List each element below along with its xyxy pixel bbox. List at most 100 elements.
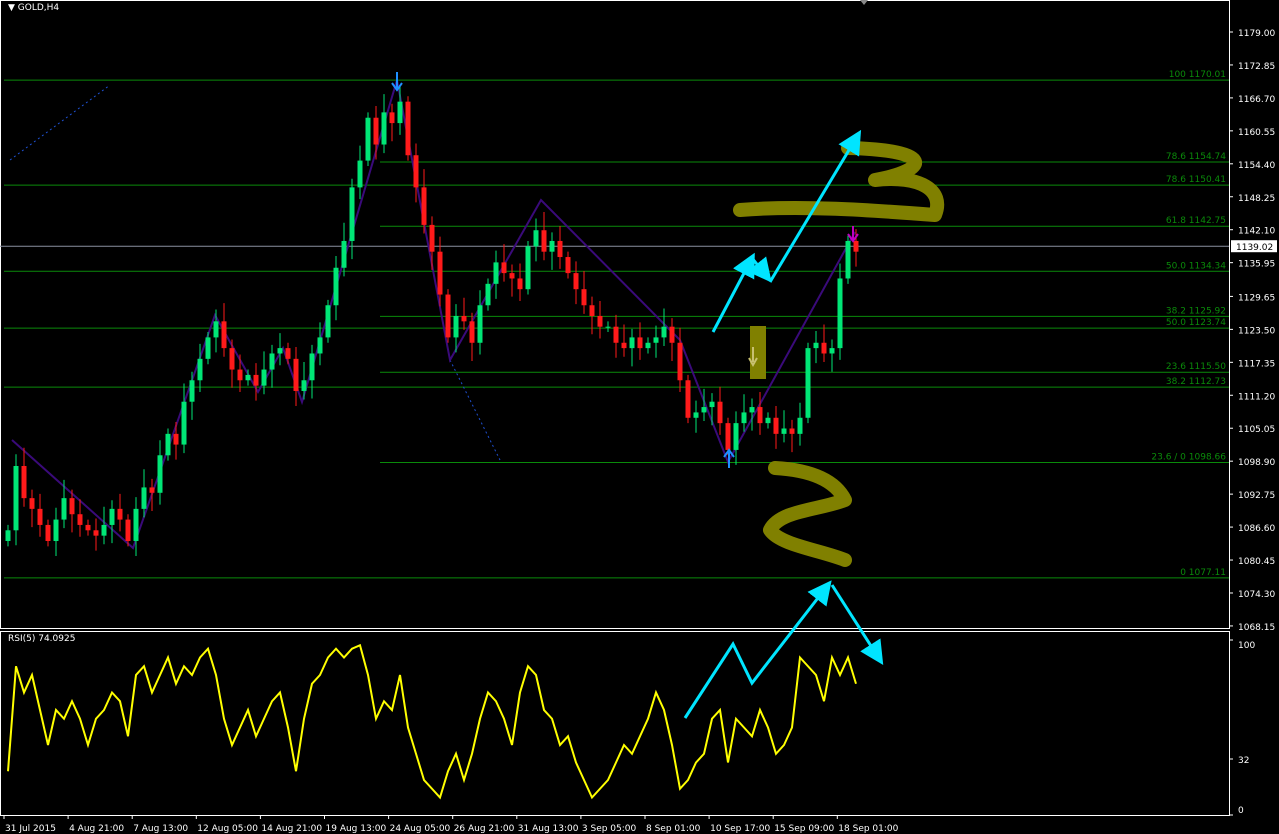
candle [661, 308, 667, 346]
candle [605, 321, 611, 333]
candle-body [285, 348, 291, 359]
candle-body [461, 315, 467, 322]
candle-body [101, 524, 107, 536]
candle [693, 400, 699, 433]
x-tick-label: 8 Sep 01:00 [646, 824, 701, 834]
x-tick-label: 7 Aug 13:00 [133, 824, 188, 834]
candle-body [165, 433, 171, 456]
candle [717, 386, 723, 435]
candle [61, 479, 67, 529]
candle [629, 328, 635, 367]
y-tick-label: 1123.50 [1238, 326, 1275, 336]
dropdown-triangle-icon[interactable]: ▼ [8, 3, 15, 13]
candle [229, 339, 235, 388]
candle [445, 289, 451, 343]
candle-body [485, 283, 491, 306]
candle [133, 497, 139, 557]
candle [733, 411, 739, 465]
candle-body [717, 401, 723, 424]
candle-body [493, 262, 499, 284]
candle [301, 362, 307, 400]
candle-body [189, 380, 195, 402]
current-price-tag: 1139.02 [1231, 240, 1277, 253]
candle [549, 232, 555, 270]
candle-body [381, 112, 387, 145]
candle-body [365, 117, 371, 161]
candle [157, 440, 163, 505]
y-tick-label: 1160.55 [1238, 128, 1275, 138]
fib-level-label: 100 1170.01 [1169, 70, 1226, 80]
candle [837, 263, 843, 360]
symbol-label: GOLD,H4 [17, 3, 60, 13]
drawn-number-3[interactable] [733, 141, 945, 222]
candle [333, 255, 339, 321]
candle-body [37, 508, 43, 525]
y-tick-label: 1142.10 [1238, 227, 1275, 237]
y-tick-label: 1135.95 [1238, 260, 1275, 270]
candle [413, 143, 419, 203]
candle [205, 332, 211, 365]
shift-marker-icon[interactable] [860, 0, 868, 5]
x-tick-label: 4 Aug 21:00 [69, 824, 124, 834]
candle-body [653, 337, 659, 343]
candle [181, 383, 187, 454]
drawn-number-1[interactable] [750, 326, 766, 379]
candle-body [637, 337, 643, 349]
candle [93, 518, 99, 551]
candle [141, 469, 147, 518]
candle [53, 507, 59, 557]
trendline-dotted[interactable] [449, 359, 501, 461]
fib-level-label: 61.8 1142.75 [1166, 216, 1226, 226]
rsi-y-tick-label: 32 [1238, 756, 1249, 766]
candle [325, 299, 331, 343]
candle [253, 363, 259, 401]
candle-body [373, 117, 379, 145]
candle [197, 343, 203, 393]
trendline-dotted[interactable] [9, 84, 111, 161]
candle [365, 112, 371, 166]
arrow-down-icon [748, 347, 758, 368]
candle [237, 354, 243, 393]
candle [557, 225, 563, 269]
candle [5, 524, 11, 547]
candle [125, 514, 131, 547]
cyan-arrow-down[interactable] [747, 256, 772, 283]
x-tick-label: 3 Sep 05:00 [582, 824, 637, 834]
candle-body [21, 465, 27, 499]
candle-body [453, 315, 459, 338]
candle [573, 261, 579, 305]
cyan-arrow-up[interactable] [768, 129, 862, 283]
candle-body [725, 423, 731, 450]
candle-body [301, 380, 307, 391]
candle-body [645, 342, 651, 349]
candle-body [221, 321, 227, 349]
candle [173, 422, 179, 460]
rsi-cyan-arrow-up[interactable] [683, 580, 832, 719]
drawn-number-2[interactable] [763, 461, 852, 567]
rsi-cyan-arrow-down[interactable] [830, 584, 884, 666]
candle-body [517, 278, 523, 290]
x-tick-label: 26 Aug 21:00 [454, 824, 515, 834]
cyan-arrow-up[interactable] [711, 252, 755, 333]
candle-body [77, 514, 83, 525]
rsi-y-tick-label: 100 [1238, 641, 1255, 651]
candle [381, 94, 387, 154]
x-tick-label: 24 Aug 05:00 [390, 824, 451, 834]
x-tick-label: 15 Sep 09:00 [774, 824, 834, 834]
x-tick-label: 10 Sep 17:00 [710, 824, 770, 834]
candle-body [509, 273, 515, 279]
x-tick-label: 12 Aug 05:00 [197, 824, 258, 834]
candle [477, 290, 483, 355]
candle-body [405, 101, 411, 156]
candle-body [253, 374, 259, 386]
candle-body [429, 224, 435, 252]
candle [389, 103, 395, 142]
x-tick-label: 18 Sep 01:00 [838, 824, 898, 834]
fib-level-label: 78.6 1150.41 [1166, 175, 1226, 185]
candle [189, 371, 195, 420]
fractal-up-arrow-icon [391, 72, 403, 92]
chart-title[interactable]: ▼ GOLD,H4 [8, 3, 59, 13]
candle-body [261, 369, 267, 386]
candle-body [837, 278, 843, 349]
fib-level-label: 23.6 / 0 1098.66 [1151, 452, 1226, 462]
